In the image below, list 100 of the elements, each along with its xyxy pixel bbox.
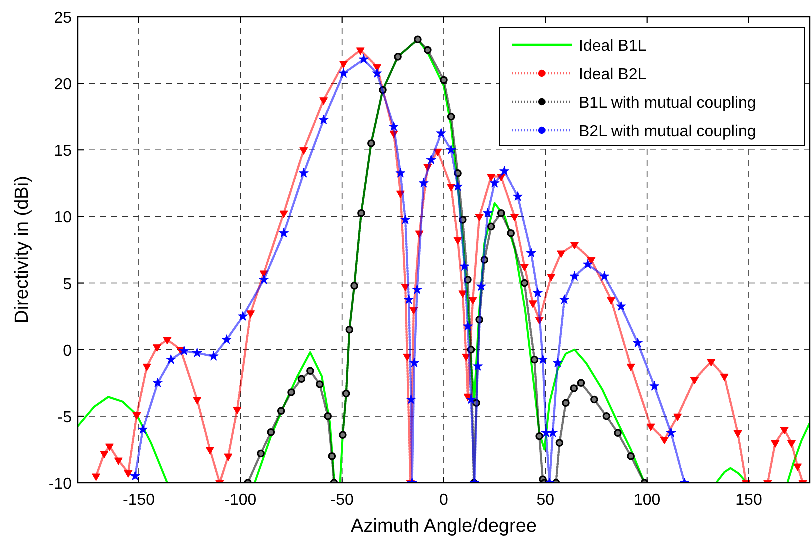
point xyxy=(627,452,635,460)
point xyxy=(208,351,219,361)
point xyxy=(538,354,548,364)
point xyxy=(490,178,500,188)
x-tick-label: 0 xyxy=(440,492,449,509)
y-tick-label: 10 xyxy=(54,210,72,227)
y-axis-title: Directivity in (dBi) xyxy=(12,176,33,324)
point xyxy=(259,274,270,284)
point xyxy=(257,450,265,458)
legend-label: B1L with mutual coupling xyxy=(579,95,756,112)
x-tick-label: -100 xyxy=(224,492,257,509)
point xyxy=(480,256,489,264)
point xyxy=(426,154,436,164)
point xyxy=(466,394,476,404)
point xyxy=(513,192,524,202)
point xyxy=(650,381,660,391)
point xyxy=(500,166,510,176)
point xyxy=(424,46,432,54)
point xyxy=(560,294,570,304)
point xyxy=(526,248,536,258)
point xyxy=(406,394,416,404)
point xyxy=(346,326,354,334)
point xyxy=(278,228,289,238)
point xyxy=(602,412,611,420)
point xyxy=(467,346,476,354)
point xyxy=(556,439,564,447)
point xyxy=(440,76,448,84)
y-tick-label: 15 xyxy=(54,143,72,160)
point xyxy=(342,390,350,398)
legend-label: Ideal B1L xyxy=(579,38,647,55)
point xyxy=(298,375,306,384)
legend-label: Ideal B2L xyxy=(579,66,647,84)
point xyxy=(324,412,332,420)
point xyxy=(459,216,467,224)
point xyxy=(288,388,296,396)
point xyxy=(562,399,570,407)
point xyxy=(414,36,422,44)
point xyxy=(410,358,420,368)
point xyxy=(339,431,347,439)
x-tick-label: 100 xyxy=(634,492,661,509)
point xyxy=(316,380,324,388)
point xyxy=(328,452,336,460)
point xyxy=(412,284,422,294)
y-tick-label: 5 xyxy=(63,276,72,294)
point xyxy=(130,471,140,481)
point xyxy=(138,424,148,434)
point xyxy=(614,429,622,437)
point xyxy=(453,182,464,192)
x-tick-label: -150 xyxy=(122,492,156,509)
point xyxy=(179,346,190,356)
point xyxy=(192,348,202,358)
point xyxy=(152,378,163,388)
point xyxy=(582,259,593,269)
legend-label: B2L with mutual coupling xyxy=(579,124,756,140)
y-tick-label: -5 xyxy=(58,409,72,426)
point xyxy=(616,301,626,311)
point xyxy=(600,271,610,281)
point xyxy=(238,311,248,321)
point xyxy=(666,428,676,438)
point xyxy=(590,396,598,404)
point xyxy=(298,168,309,178)
point xyxy=(222,334,232,344)
point xyxy=(267,428,276,436)
point xyxy=(396,168,406,178)
point xyxy=(460,261,470,271)
point xyxy=(570,271,580,281)
y-tick-label: 25 xyxy=(54,10,72,27)
point xyxy=(394,53,402,61)
point xyxy=(472,399,480,407)
point xyxy=(447,112,456,121)
point xyxy=(358,54,369,64)
point xyxy=(497,210,506,218)
point xyxy=(368,140,376,148)
point xyxy=(404,294,414,304)
point xyxy=(532,288,543,298)
point xyxy=(577,379,586,388)
x-axis-title: Azimuth Angle/degree xyxy=(351,516,537,537)
point xyxy=(476,281,486,291)
point xyxy=(536,432,544,440)
point xyxy=(541,428,552,438)
point xyxy=(472,361,483,371)
x-tick-label: -50 xyxy=(330,492,354,509)
point xyxy=(552,358,563,368)
point xyxy=(277,407,286,415)
x-tick-label: 50 xyxy=(536,492,555,509)
point xyxy=(507,229,515,238)
point xyxy=(548,428,558,438)
y-tick-label: -10 xyxy=(48,476,72,493)
point xyxy=(632,338,643,348)
point xyxy=(358,210,366,218)
point xyxy=(487,222,496,231)
point xyxy=(530,356,539,364)
point xyxy=(464,276,472,284)
y-tick-label: 20 xyxy=(54,76,72,94)
point xyxy=(338,68,349,78)
point xyxy=(462,321,473,331)
y-tick-label: 0 xyxy=(63,342,72,360)
point xyxy=(446,144,456,154)
point xyxy=(454,170,462,178)
point xyxy=(388,122,399,132)
